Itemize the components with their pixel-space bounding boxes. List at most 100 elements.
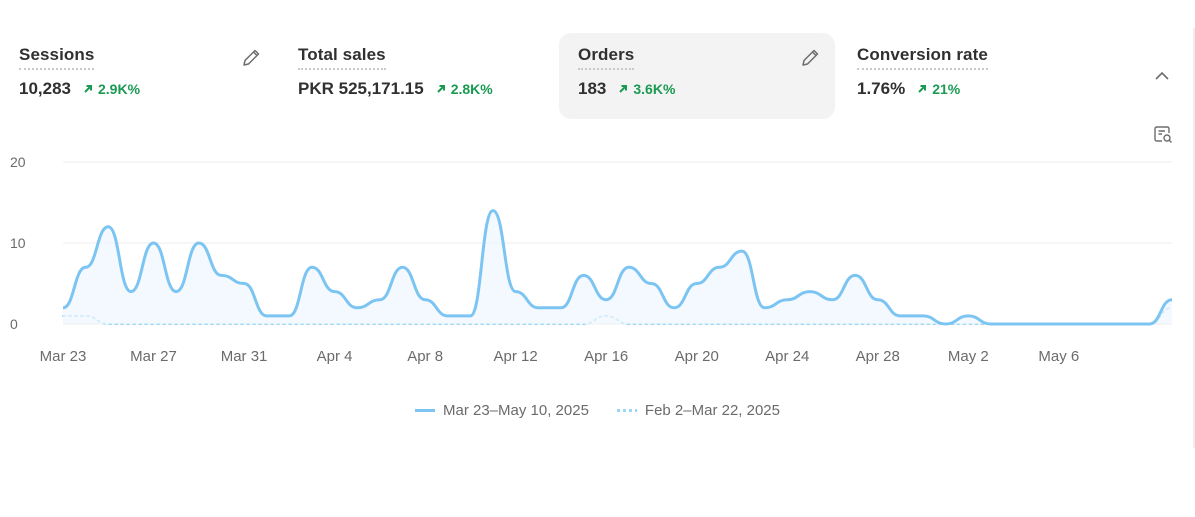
data-point[interactable] bbox=[966, 314, 970, 318]
metric-value: 183 bbox=[578, 79, 607, 98]
data-point[interactable] bbox=[219, 273, 223, 277]
data-point[interactable] bbox=[1147, 322, 1151, 326]
chevron-up-icon[interactable] bbox=[1152, 66, 1172, 86]
data-point[interactable] bbox=[853, 273, 857, 277]
metric-card-total-sales[interactable]: Total sales PKR 525,171.15 2.8K% bbox=[279, 33, 555, 119]
x-tick-label: Apr 24 bbox=[765, 348, 809, 365]
data-point[interactable] bbox=[333, 290, 337, 294]
data-point[interactable] bbox=[265, 314, 269, 318]
data-point[interactable] bbox=[898, 314, 902, 318]
pencil-icon[interactable] bbox=[799, 47, 821, 69]
x-tick-label: Mar 31 bbox=[221, 348, 268, 365]
x-tick-label: Apr 28 bbox=[856, 348, 900, 365]
arrow-up-right-icon bbox=[619, 85, 628, 93]
metric-delta-value: 21% bbox=[932, 81, 961, 97]
pencil-icon[interactable] bbox=[240, 47, 262, 69]
legend-swatch-solid bbox=[414, 409, 435, 412]
data-point[interactable] bbox=[491, 209, 495, 213]
data-point[interactable] bbox=[1170, 298, 1174, 302]
data-point[interactable] bbox=[989, 322, 993, 326]
metric-delta-value: 2.8K% bbox=[450, 81, 493, 97]
x-tick-label: Apr 4 bbox=[317, 348, 353, 365]
metric-card-sessions[interactable]: Sessions 10,283 2.9K% bbox=[0, 33, 276, 119]
data-point[interactable] bbox=[1079, 322, 1083, 326]
data-point[interactable] bbox=[197, 241, 201, 245]
data-point[interactable] bbox=[536, 306, 540, 310]
data-point[interactable] bbox=[740, 249, 744, 253]
data-point[interactable] bbox=[1034, 322, 1038, 326]
data-point[interactable] bbox=[61, 306, 65, 310]
data-point[interactable] bbox=[287, 314, 291, 318]
arrow-up-right-icon bbox=[436, 85, 445, 93]
x-tick-label: Mar 23 bbox=[40, 348, 87, 365]
data-point[interactable] bbox=[355, 306, 359, 310]
data-point[interactable] bbox=[627, 265, 631, 269]
x-tick-label: Mar 27 bbox=[130, 348, 177, 365]
data-point[interactable] bbox=[378, 298, 382, 302]
data-point[interactable] bbox=[717, 265, 721, 269]
data-point[interactable] bbox=[423, 298, 427, 302]
data-point[interactable] bbox=[921, 314, 925, 318]
data-point[interactable] bbox=[1102, 322, 1106, 326]
data-point[interactable] bbox=[1012, 322, 1016, 326]
data-point[interactable] bbox=[468, 314, 472, 318]
data-point[interactable] bbox=[106, 225, 110, 229]
metric-label[interactable]: Conversion rate bbox=[857, 45, 988, 70]
x-tick-label: Apr 12 bbox=[494, 348, 538, 365]
data-point[interactable] bbox=[582, 273, 586, 277]
data-point[interactable] bbox=[242, 282, 246, 286]
data-point[interactable] bbox=[808, 290, 812, 294]
x-tick-label: Apr 20 bbox=[675, 348, 719, 365]
legend-label: Feb 2–Mar 22, 2025 bbox=[644, 402, 780, 419]
data-point[interactable] bbox=[84, 265, 88, 269]
data-point[interactable] bbox=[831, 298, 835, 302]
data-point[interactable] bbox=[763, 306, 767, 310]
data-point[interactable] bbox=[1125, 322, 1129, 326]
chart-legend: Mar 23–May 10, 2025 Feb 2–Mar 22, 2025 bbox=[0, 402, 1195, 419]
data-point[interactable] bbox=[129, 290, 133, 294]
y-tick-label: 0 bbox=[10, 316, 18, 332]
data-point[interactable] bbox=[514, 290, 518, 294]
data-point[interactable] bbox=[604, 298, 608, 302]
metric-value: 1.76% bbox=[857, 79, 906, 98]
data-point[interactable] bbox=[944, 322, 948, 326]
data-point[interactable] bbox=[174, 290, 178, 294]
data-point[interactable] bbox=[400, 265, 404, 269]
panel-edge bbox=[1193, 28, 1195, 448]
data-point[interactable] bbox=[785, 298, 789, 302]
metric-delta: 2.8K% bbox=[435, 81, 493, 97]
primary-series-area bbox=[63, 210, 1172, 324]
report-search-icon[interactable] bbox=[1153, 124, 1173, 144]
data-point[interactable] bbox=[152, 241, 156, 245]
metric-value: PKR 525,171.15 bbox=[298, 79, 424, 98]
data-point[interactable] bbox=[559, 306, 563, 310]
metric-label[interactable]: Total sales bbox=[298, 45, 386, 70]
y-tick-label: 10 bbox=[10, 235, 26, 251]
data-point[interactable] bbox=[876, 298, 880, 302]
metric-delta: 21% bbox=[916, 81, 960, 97]
data-point[interactable] bbox=[649, 282, 653, 286]
y-tick-label: 20 bbox=[10, 154, 26, 170]
primary-series-line bbox=[62, 209, 1173, 326]
metric-label[interactable]: Orders bbox=[578, 45, 635, 70]
legend-label: Mar 23–May 10, 2025 bbox=[442, 402, 589, 419]
metric-delta-value: 3.6K% bbox=[633, 81, 676, 97]
data-point[interactable] bbox=[672, 306, 676, 310]
metric-delta: 2.9K% bbox=[82, 81, 140, 97]
metric-card-conversion-rate[interactable]: Conversion rate 1.76% 21% bbox=[838, 33, 1128, 119]
metric-value: 10,283 bbox=[19, 79, 71, 98]
x-tick-label: Apr 16 bbox=[584, 348, 628, 365]
metric-label[interactable]: Sessions bbox=[19, 45, 95, 70]
metric-delta-value: 2.9K% bbox=[98, 81, 141, 97]
arrow-up-right-icon bbox=[918, 85, 927, 93]
data-point[interactable] bbox=[1057, 322, 1061, 326]
legend-item-current[interactable]: Mar 23–May 10, 2025 bbox=[414, 402, 589, 419]
legend-item-comparison[interactable]: Feb 2–Mar 22, 2025 bbox=[616, 402, 780, 419]
sessions-line-chart: 20 10 0 Mar 23 Mar 27 Mar 31 Apr 4 Apr 8 Apr 12 A… bbox=[10, 154, 1174, 365]
data-point[interactable] bbox=[695, 282, 699, 286]
data-point[interactable] bbox=[310, 265, 314, 269]
data-point[interactable] bbox=[446, 314, 450, 318]
metric-card-orders[interactable]: Orders 183 3.6K% bbox=[559, 33, 835, 119]
arrow-up-right-icon bbox=[84, 85, 92, 93]
x-tick-label: May 2 bbox=[948, 348, 989, 365]
